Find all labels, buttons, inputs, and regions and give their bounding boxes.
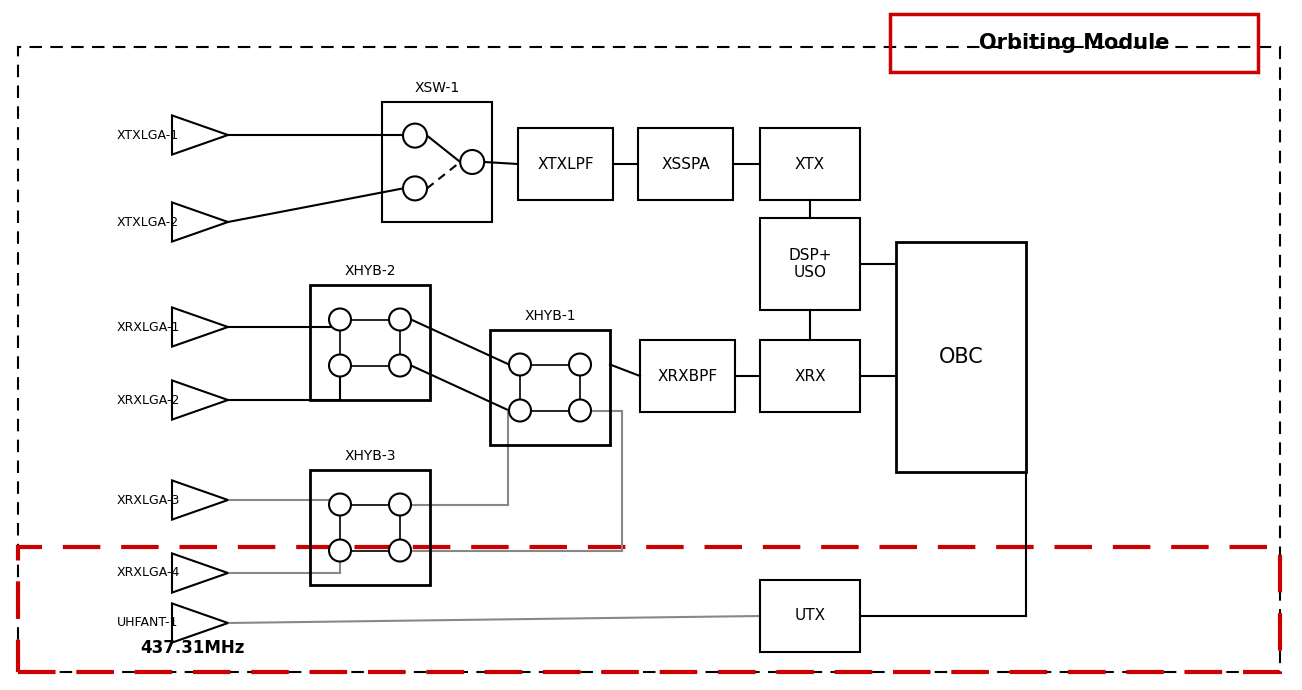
- Text: XSW-1: XSW-1: [414, 81, 460, 95]
- Text: XTXLGA-2: XTXLGA-2: [117, 215, 180, 228]
- Circle shape: [329, 540, 352, 562]
- Bar: [760, 580, 861, 652]
- Bar: [310, 285, 430, 400]
- Text: XRXLGA-3: XRXLGA-3: [117, 493, 181, 506]
- Text: XHYB-2: XHYB-2: [344, 264, 396, 278]
- Text: XRXLGA-1: XRXLGA-1: [117, 320, 181, 333]
- Bar: [641, 340, 736, 412]
- Circle shape: [509, 353, 531, 375]
- Circle shape: [389, 493, 411, 515]
- Bar: [490, 330, 611, 445]
- Text: XRX: XRX: [794, 368, 825, 384]
- Text: XTXLPF: XTXLPF: [538, 157, 594, 172]
- Text: XHYB-3: XHYB-3: [344, 449, 396, 463]
- Text: UTX: UTX: [794, 609, 825, 624]
- Text: OBC: OBC: [939, 347, 983, 367]
- Circle shape: [389, 540, 411, 562]
- Circle shape: [389, 308, 411, 331]
- Bar: [310, 470, 430, 585]
- Text: XSSPA: XSSPA: [661, 157, 710, 172]
- Bar: [760, 218, 861, 310]
- Bar: [760, 340, 861, 412]
- Bar: [760, 128, 861, 200]
- Circle shape: [460, 150, 484, 174]
- Text: XTX: XTX: [796, 157, 825, 172]
- Text: 437.31MHz: 437.31MHz: [141, 639, 245, 657]
- Circle shape: [329, 355, 352, 377]
- Bar: [381, 102, 492, 222]
- Circle shape: [329, 493, 352, 515]
- Text: UHFANT-1: UHFANT-1: [117, 616, 178, 629]
- Circle shape: [389, 355, 411, 377]
- Circle shape: [569, 353, 591, 375]
- Text: XRXBPF: XRXBPF: [658, 368, 717, 384]
- Text: XRXLGA-2: XRXLGA-2: [117, 393, 181, 406]
- Text: Orbiting Module: Orbiting Module: [979, 33, 1169, 53]
- Circle shape: [404, 124, 427, 148]
- Bar: [18, 547, 1280, 672]
- Text: XTXLGA-1: XTXLGA-1: [117, 128, 180, 141]
- Circle shape: [509, 400, 531, 422]
- Bar: [896, 242, 1026, 472]
- Text: XHYB-1: XHYB-1: [525, 309, 575, 323]
- Circle shape: [569, 400, 591, 422]
- Text: DSP+
USO: DSP+ USO: [788, 248, 832, 280]
- Bar: [518, 128, 613, 200]
- Bar: [638, 128, 733, 200]
- Bar: [891, 14, 1258, 72]
- Circle shape: [329, 308, 352, 331]
- Circle shape: [404, 177, 427, 200]
- Text: XRXLGA-4: XRXLGA-4: [117, 566, 181, 580]
